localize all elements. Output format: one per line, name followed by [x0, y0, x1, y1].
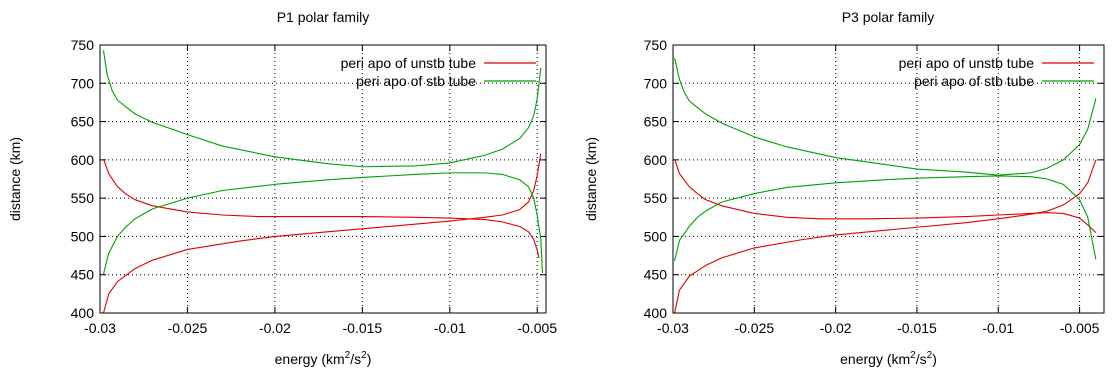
y-tick-label: 450 — [644, 267, 668, 283]
series-line-1-branch-2 — [674, 158, 1097, 234]
chart-2: -0.03 -0.025 -0.02 -0.015 -0.01 -0.005 400 450 5… — [583, 9, 1105, 367]
y-tick-label: 600 — [71, 152, 95, 168]
series-line-1-branch-1 — [674, 159, 1097, 313]
x-tick-label: -0.025 — [734, 320, 774, 336]
y-tick-label: 700 — [71, 75, 95, 91]
y-tick-label: 550 — [644, 190, 668, 206]
legend-label: peri apo of unstb tube — [899, 55, 1035, 71]
x-axis-label-superscript: 2 — [345, 350, 351, 361]
series-line-2-branch-2 — [674, 57, 1097, 176]
legend-label: peri apo of stb tube — [914, 73, 1034, 89]
x-axis-label-part: ) — [367, 351, 372, 367]
x-axis-label-part: /s — [916, 351, 927, 367]
x-axis-label-part: /s — [350, 351, 361, 367]
legend-label: peri apo of unstb tube — [341, 55, 477, 71]
series-line-2-branch-2 — [102, 50, 542, 168]
y-tick-label: 750 — [644, 37, 668, 53]
x-tick-label: -0.02 — [259, 320, 291, 336]
plot-frame — [99, 44, 547, 314]
x-axis-label: energy (km2/s2) — [840, 350, 937, 367]
x-axis-label-superscript: 2 — [927, 350, 933, 361]
x-axis-label-superscript: 2 — [361, 350, 367, 361]
y-tick-label: 500 — [644, 228, 668, 244]
y-tick-label: 700 — [644, 75, 668, 91]
series-line-2-branch-1 — [674, 175, 1097, 262]
x-axis-label-part: energy (km — [840, 351, 910, 367]
x-tick-label: -0.025 — [168, 320, 208, 336]
x-tick-label: -0.03 — [84, 320, 116, 336]
y-tick-label: 400 — [644, 305, 668, 321]
y-axis-label: distance (km) — [7, 137, 23, 221]
x-tick-label: -0.01 — [434, 320, 466, 336]
x-tick-label: -0.005 — [1060, 320, 1100, 336]
series-line-1-branch-2 — [102, 158, 540, 258]
x-axis-label-superscript: 2 — [910, 350, 916, 361]
x-tick-label: -0.005 — [517, 320, 557, 336]
plot-frame — [672, 44, 1105, 314]
chart-title: P1 polar family — [277, 9, 370, 25]
x-tick-label: -0.015 — [343, 320, 383, 336]
y-axis-label: distance (km) — [583, 137, 599, 221]
x-axis-label-part: ) — [932, 351, 937, 367]
y-tick-label: 400 — [71, 305, 95, 321]
y-tick-label: 750 — [71, 37, 95, 53]
y-tick-label: 650 — [644, 114, 668, 130]
y-tick-label: 550 — [71, 190, 95, 206]
series-line-2-branch-1 — [102, 172, 544, 275]
x-tick-label: -0.02 — [820, 320, 852, 336]
x-axis-label: energy (km2/s2) — [275, 350, 372, 367]
x-axis-label-part: energy (km — [275, 351, 345, 367]
x-tick-label: -0.015 — [897, 320, 937, 336]
chart-1: -0.03 -0.025 -0.02 -0.015 -0.01 -0.005 400 450 5… — [7, 9, 557, 367]
chart-title: P3 polar family — [842, 9, 935, 25]
series-line-1-branch-1 — [102, 153, 542, 313]
x-tick-label: -0.01 — [982, 320, 1014, 336]
legend-label: peri apo of stb tube — [356, 73, 476, 89]
x-tick-label: -0.03 — [657, 320, 689, 336]
y-tick-label: 500 — [71, 228, 95, 244]
y-tick-label: 450 — [71, 267, 95, 283]
y-tick-label: 600 — [644, 152, 668, 168]
y-tick-label: 650 — [71, 114, 95, 130]
